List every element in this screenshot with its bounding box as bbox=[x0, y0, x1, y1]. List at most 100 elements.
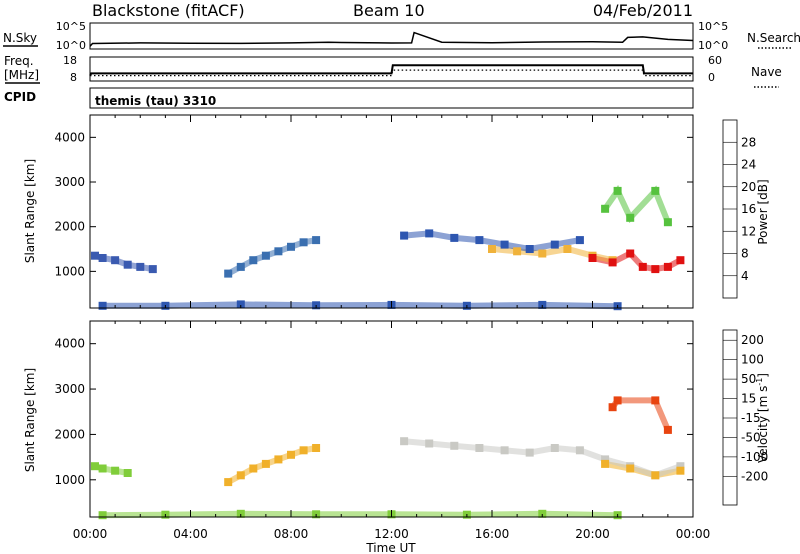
power-point-3-3 bbox=[563, 245, 572, 253]
power-point-5-0 bbox=[601, 204, 610, 213]
velocity-colorbar-label-1: 100 bbox=[741, 353, 764, 367]
power-point-2-0 bbox=[400, 231, 409, 240]
power-point-3-0 bbox=[488, 245, 496, 253]
power-ytick-label-3: 4000 bbox=[54, 130, 85, 144]
time-tick-label-2: 08:00 bbox=[274, 527, 309, 541]
nave-tick-top: 60 bbox=[708, 54, 722, 67]
velocity-point-2-1 bbox=[425, 439, 434, 448]
power-point-4-2 bbox=[626, 249, 635, 258]
power-ylabel: Slant Range [km] bbox=[23, 159, 37, 263]
power-point-3-1 bbox=[513, 247, 522, 256]
velocity-point-5-6 bbox=[538, 509, 547, 518]
velocity-point-1-6 bbox=[299, 446, 308, 455]
power-ytick-label-2: 3000 bbox=[54, 175, 85, 189]
velocity-point-0-0 bbox=[91, 462, 99, 471]
power-colorbar-label-6: 28 bbox=[741, 135, 756, 149]
velocity-ytick-label-3: 4000 bbox=[54, 337, 85, 351]
power-point-1-4 bbox=[274, 247, 283, 256]
velocity-point-2-4 bbox=[500, 446, 509, 455]
power-point-0-5 bbox=[148, 265, 157, 274]
velocity-ytick-label-1: 2000 bbox=[54, 427, 85, 441]
power-colorbar-label-5: 24 bbox=[741, 158, 756, 172]
velocity-colorbar-frame bbox=[722, 329, 738, 506]
power-y-ticks: 1000 2000 3000 4000 bbox=[54, 115, 694, 308]
velocity-colorbar-label: Velocity [m s-1] bbox=[755, 373, 770, 463]
time-tick-label-5: 20:00 bbox=[575, 527, 610, 541]
noise-tick-bottom-left: 10^0 bbox=[56, 39, 86, 52]
power-point-2-5 bbox=[525, 245, 534, 253]
power-colorbar-label: Power [dB] bbox=[756, 179, 770, 244]
velocity-ytick-label-2: 3000 bbox=[54, 382, 85, 396]
velocity-point-2-5 bbox=[525, 448, 534, 457]
power-ytick-label-0: 1000 bbox=[54, 264, 85, 278]
time-tick-label-4: 16:00 bbox=[475, 527, 510, 541]
power-colorbar: 4 8 12 16 20 24 28 bbox=[722, 119, 756, 299]
velocity-point-2-0 bbox=[400, 437, 409, 446]
nave-label: Nave bbox=[751, 65, 782, 79]
power-colorbar-label-0: 4 bbox=[741, 269, 749, 283]
velocity-series-5 bbox=[102, 510, 618, 519]
velocity-colorbar-label-4: -15 bbox=[741, 411, 761, 425]
power-series-6 bbox=[102, 301, 618, 310]
noise-strip-frame bbox=[89, 22, 694, 50]
power-series-2 bbox=[403, 230, 581, 253]
velocity-point-1-7 bbox=[312, 444, 321, 452]
freq-tick-bottom: 8 bbox=[70, 71, 77, 84]
velocity-point-4-1 bbox=[613, 396, 622, 405]
time-tick-label-1: 04:00 bbox=[173, 527, 208, 541]
nsky-series-line bbox=[89, 31, 694, 47]
station-title: Blackstone (fitACF) bbox=[92, 1, 245, 20]
velocity-point-2-8 bbox=[601, 455, 610, 464]
power-data bbox=[91, 184, 685, 311]
power-point-3-2 bbox=[538, 249, 547, 258]
power-point-0-3 bbox=[123, 260, 132, 269]
velocity-colorbar-label-7: -200 bbox=[741, 469, 768, 483]
power-point-2-1 bbox=[425, 229, 434, 238]
power-colorbar-label-1: 8 bbox=[741, 247, 749, 261]
noise-tick-top-left: 10^5 bbox=[56, 20, 86, 33]
noise-tick-top-right: 10^5 bbox=[698, 20, 728, 33]
cpid-value: themis (tau) 3310 bbox=[95, 94, 216, 108]
power-point-5-4 bbox=[663, 218, 672, 227]
time-tick-label-3: 12:00 bbox=[374, 527, 409, 541]
velocity-point-2-3 bbox=[475, 444, 484, 452]
velocity-point-3-0 bbox=[601, 459, 610, 468]
velocity-point-1-3 bbox=[261, 459, 270, 468]
power-point-4-3 bbox=[638, 262, 647, 271]
power-point-5-3 bbox=[651, 186, 660, 195]
freq-unit-label: [MHz] bbox=[4, 68, 39, 82]
velocity-colorbar-label-0: 200 bbox=[741, 333, 764, 347]
power-point-1-7 bbox=[312, 236, 321, 245]
velocity-colorbar-label-2: 50 bbox=[741, 372, 756, 386]
velocity-ytick-label-0: 1000 bbox=[54, 473, 85, 487]
power-colorbar-label-2: 12 bbox=[741, 224, 756, 238]
velocity-point-3-3 bbox=[676, 466, 685, 475]
date-title: 04/Feb/2011 bbox=[593, 1, 693, 20]
power-point-6-0 bbox=[98, 301, 107, 310]
velocity-point-0-1 bbox=[98, 464, 107, 473]
power-colorbar-label-3: 16 bbox=[741, 202, 756, 216]
power-point-0-0 bbox=[91, 251, 99, 260]
power-colorbar-label-4: 20 bbox=[741, 180, 756, 194]
velocity-point-2-6 bbox=[550, 444, 559, 452]
velocity-point-1-0 bbox=[224, 478, 233, 487]
noise-tick-bottom-right: 10^0 bbox=[698, 39, 728, 52]
freq-strip-frame bbox=[89, 56, 694, 82]
power-point-5-2 bbox=[626, 213, 635, 222]
power-point-2-2 bbox=[450, 233, 459, 242]
freq-tick-top: 18 bbox=[63, 54, 77, 67]
velocity-point-4-2 bbox=[651, 396, 660, 405]
velocity-label-main: Velocity [m s bbox=[756, 386, 770, 463]
velocity-point-1-2 bbox=[249, 464, 258, 473]
velocity-point-2-11 bbox=[676, 462, 685, 471]
velocity-series-4 bbox=[610, 397, 671, 432]
velocity-colorbar-label-5: -50 bbox=[741, 430, 761, 444]
power-point-2-3 bbox=[475, 236, 484, 245]
power-point-1-2 bbox=[249, 256, 258, 265]
nave-series-line bbox=[90, 69, 693, 77]
velocity-point-4-3 bbox=[663, 425, 672, 434]
cpid-label: CPID bbox=[4, 90, 36, 104]
velocity-point-5-0 bbox=[98, 511, 107, 520]
velocity-point-1-1 bbox=[236, 471, 245, 480]
